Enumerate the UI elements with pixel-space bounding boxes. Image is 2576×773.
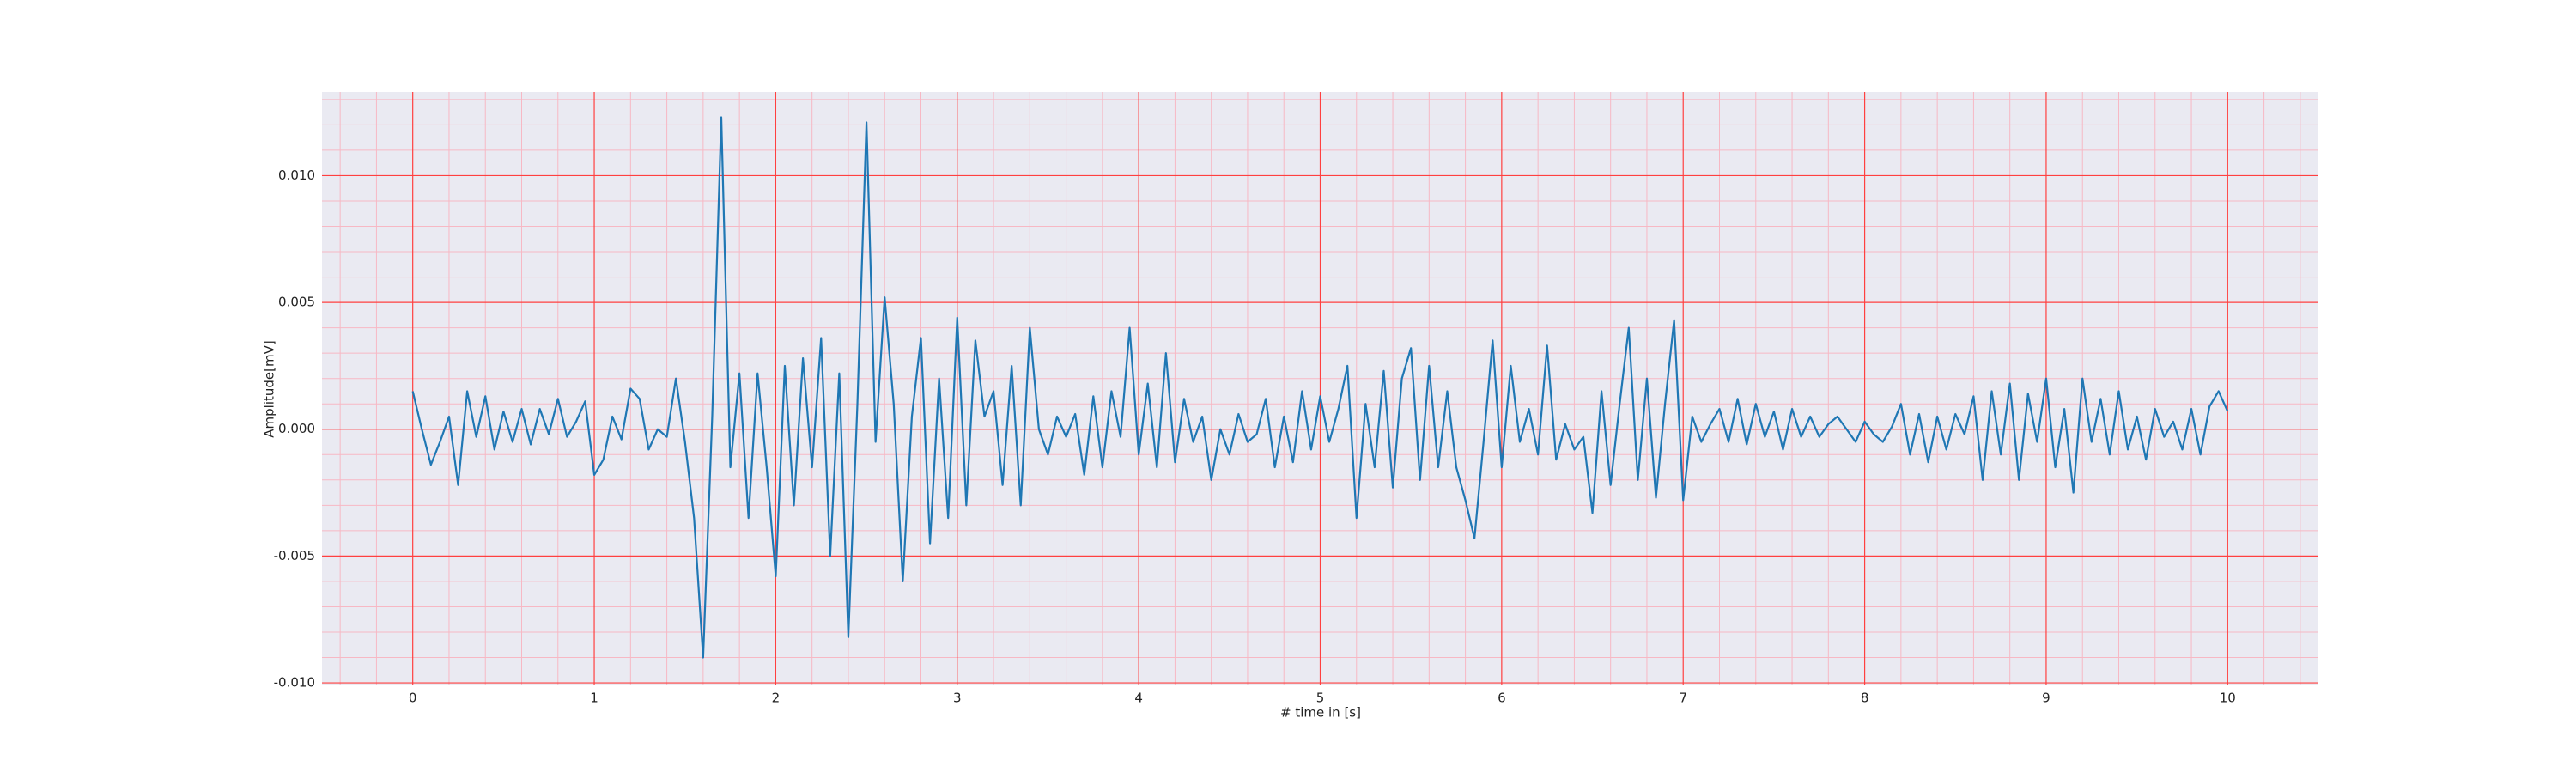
x-tick-label: 9 [2042, 691, 2050, 706]
y-tick-label: -0.010 [274, 675, 315, 691]
x-tick-label: 7 [1679, 691, 1687, 706]
x-tick-label: 0 [409, 691, 417, 706]
x-tick-label: 4 [1134, 691, 1143, 706]
x-tick-label: 8 [1861, 691, 1869, 706]
y-tick-label: 0.000 [278, 421, 315, 436]
x-tick-label: 2 [772, 691, 781, 706]
y-tick-label: -0.005 [274, 548, 315, 563]
y-tick-label: 0.005 [278, 295, 315, 310]
signal-line [411, 116, 2229, 659]
x-tick-label: 10 [2220, 691, 2236, 706]
y-tick-label: 0.010 [278, 167, 315, 183]
x-tick-label: 1 [590, 691, 598, 706]
y-axis-label: Amplitude[mV] [262, 340, 277, 437]
x-tick-label: 3 [953, 691, 962, 706]
x-tick-label: 5 [1316, 691, 1325, 706]
x-axis-label: # time in [s] [1280, 705, 1361, 721]
x-tick-label: 6 [1498, 691, 1506, 706]
